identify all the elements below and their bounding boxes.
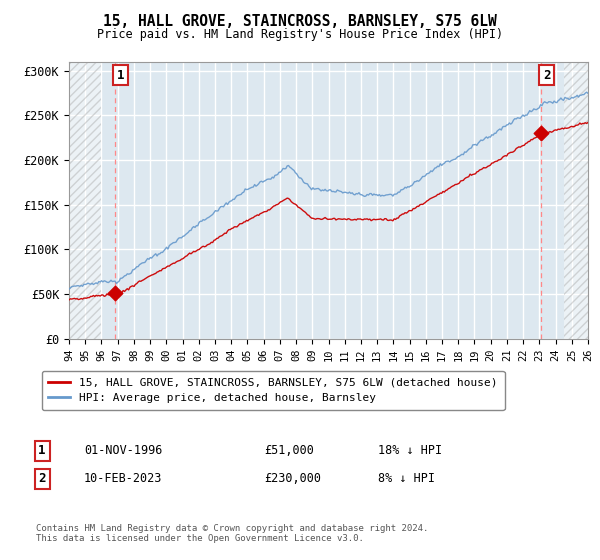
Text: Price paid vs. HM Land Registry's House Price Index (HPI): Price paid vs. HM Land Registry's House …	[97, 28, 503, 41]
Bar	[563, 62, 596, 339]
Point	[110, 289, 119, 298]
Text: 8% ↓ HPI: 8% ↓ HPI	[378, 472, 435, 486]
Text: 15, HALL GROVE, STAINCROSS, BARNSLEY, S75 6LW: 15, HALL GROVE, STAINCROSS, BARNSLEY, S7…	[103, 14, 497, 29]
Text: Contains HM Land Registry data © Crown copyright and database right 2024.
This d: Contains HM Land Registry data © Crown c…	[36, 524, 428, 543]
Point	[536, 129, 546, 138]
Text: 2: 2	[543, 68, 550, 82]
Bar	[69, 62, 101, 339]
Text: £51,000: £51,000	[264, 444, 314, 458]
Text: 18% ↓ HPI: 18% ↓ HPI	[378, 444, 442, 458]
Text: £230,000: £230,000	[264, 472, 321, 486]
Text: 1: 1	[38, 444, 46, 458]
Text: 10-FEB-2023: 10-FEB-2023	[84, 472, 163, 486]
Text: 01-NOV-1996: 01-NOV-1996	[84, 444, 163, 458]
Text: 2: 2	[38, 472, 46, 486]
Legend: 15, HALL GROVE, STAINCROSS, BARNSLEY, S75 6LW (detached house), HPI: Average pri: 15, HALL GROVE, STAINCROSS, BARNSLEY, S7…	[41, 371, 505, 410]
Text: 1: 1	[116, 68, 124, 82]
